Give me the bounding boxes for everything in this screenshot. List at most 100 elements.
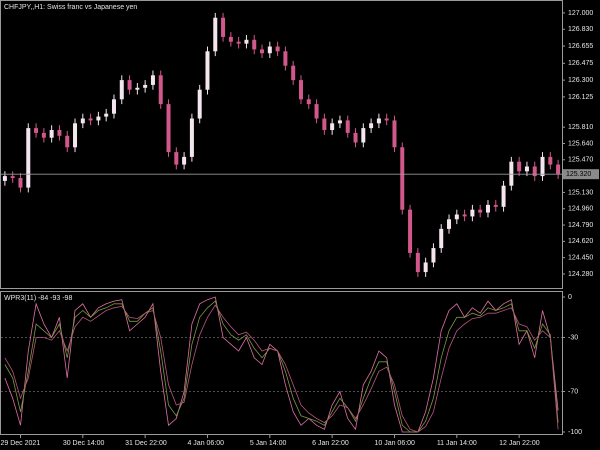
- candle-body: [143, 84, 148, 88]
- x-tick-label: 10 Jan 06:00: [374, 440, 415, 447]
- x-tick-label: 11 Jan 14:00: [437, 440, 477, 447]
- candle-body: [431, 248, 436, 263]
- candle-body: [34, 128, 39, 133]
- y-tick-label: -100: [568, 429, 582, 436]
- candle-body: [221, 17, 226, 37]
- candle-body: [205, 51, 210, 90]
- candle-body: [501, 185, 506, 207]
- candle-body: [298, 80, 303, 100]
- price-label-box: [563, 169, 599, 180]
- y-tick-label: 127.000: [568, 10, 593, 17]
- y-tick-label: 124.620: [568, 238, 593, 245]
- main-title: CHFJPY,,H1: Swiss franc vs Japanese yen: [4, 4, 137, 11]
- candle-body: [493, 204, 498, 207]
- candle-body: [447, 219, 452, 229]
- candle-body: [314, 104, 319, 119]
- y-tick-label: -70: [568, 388, 578, 395]
- candle-body: [65, 135, 70, 148]
- candle-body: [49, 130, 54, 138]
- y-tick-label: 124.790: [568, 222, 593, 229]
- y-tick-label: 125.640: [568, 140, 593, 147]
- price-label: 125.320: [566, 171, 591, 178]
- candle-body: [260, 49, 265, 54]
- y-tick-label: -30: [568, 334, 578, 341]
- candle-body: [166, 104, 171, 153]
- y-tick-label: 124.450: [568, 255, 593, 262]
- candle-body: [485, 204, 490, 213]
- candle-body: [18, 178, 23, 188]
- candle-body: [189, 118, 194, 157]
- candle-body: [96, 116, 101, 121]
- candle-body: [478, 209, 483, 213]
- candle-body: [244, 39, 249, 44]
- candle-body: [306, 99, 311, 105]
- candle-body: [439, 228, 444, 249]
- candle-body: [384, 118, 389, 121]
- candle-body: [423, 262, 428, 273]
- candle-body: [517, 161, 522, 172]
- candle-body: [275, 46, 280, 52]
- candle-body: [26, 128, 31, 188]
- candle-body: [41, 132, 46, 138]
- candle-body: [228, 36, 233, 42]
- candle-body: [322, 118, 327, 131]
- candle-body: [291, 65, 296, 81]
- candle-body: [345, 120, 350, 133]
- candle-body: [104, 113, 109, 117]
- x-tick-label: 5 Jan 14:00: [250, 440, 287, 447]
- wpr-line: [4, 304, 559, 433]
- candle-body: [330, 123, 335, 131]
- candle-body: [376, 118, 381, 124]
- y-tick-label: 126.475: [568, 60, 593, 67]
- candle-body: [252, 39, 257, 50]
- candle-body: [532, 166, 537, 177]
- candle-body: [57, 130, 62, 136]
- candle-body: [174, 152, 179, 165]
- y-tick-label: 124.280: [568, 271, 593, 278]
- candle-body: [158, 75, 163, 105]
- candle-body: [509, 161, 514, 186]
- y-tick-label: 124.960: [568, 206, 593, 213]
- y-tick-label: 125.470: [568, 157, 593, 164]
- candle-body: [197, 89, 202, 119]
- y-tick-label: 125.130: [568, 189, 593, 196]
- indicator-panel-frame: [0, 291, 563, 435]
- indicator-title: WPR3(11) -84 -93 -98: [4, 295, 72, 302]
- x-tick-label: 30 Dec 14:00: [63, 440, 105, 447]
- candle-body: [470, 209, 475, 217]
- candle-body: [353, 132, 358, 143]
- y-tick-label: 125.810: [568, 124, 593, 131]
- candle-body: [540, 156, 545, 177]
- candle-body: [213, 17, 218, 52]
- candle-body: [119, 80, 124, 100]
- candle-body: [392, 120, 397, 148]
- candle-body: [524, 166, 529, 172]
- candle-body: [408, 209, 413, 253]
- wpr-line: [4, 300, 559, 433]
- candle-body: [454, 214, 459, 220]
- candle-body: [73, 123, 78, 148]
- wpr-line: [4, 296, 559, 433]
- candle-body: [88, 118, 93, 121]
- candle-body: [462, 214, 467, 217]
- candle-body: [10, 176, 15, 179]
- x-tick-label: 6 Jan 22:00: [312, 440, 349, 447]
- candle-body: [182, 156, 187, 165]
- candle-body: [548, 156, 553, 165]
- y-tick-label: 126.300: [568, 77, 593, 84]
- candle-body: [400, 147, 405, 210]
- candle-body: [80, 118, 85, 124]
- candle-body: [150, 75, 155, 85]
- candle-body: [361, 128, 366, 143]
- y-tick-label: 0: [568, 294, 572, 301]
- candle-body: [111, 99, 116, 114]
- candle-body: [283, 51, 288, 66]
- y-tick-label: 126.655: [568, 43, 593, 50]
- candle-body: [556, 164, 561, 175]
- candle-body: [135, 87, 140, 90]
- candle-body: [369, 123, 374, 129]
- y-tick-label: 126.125: [568, 94, 593, 101]
- x-tick-label: 12 Jan 22:00: [499, 440, 540, 447]
